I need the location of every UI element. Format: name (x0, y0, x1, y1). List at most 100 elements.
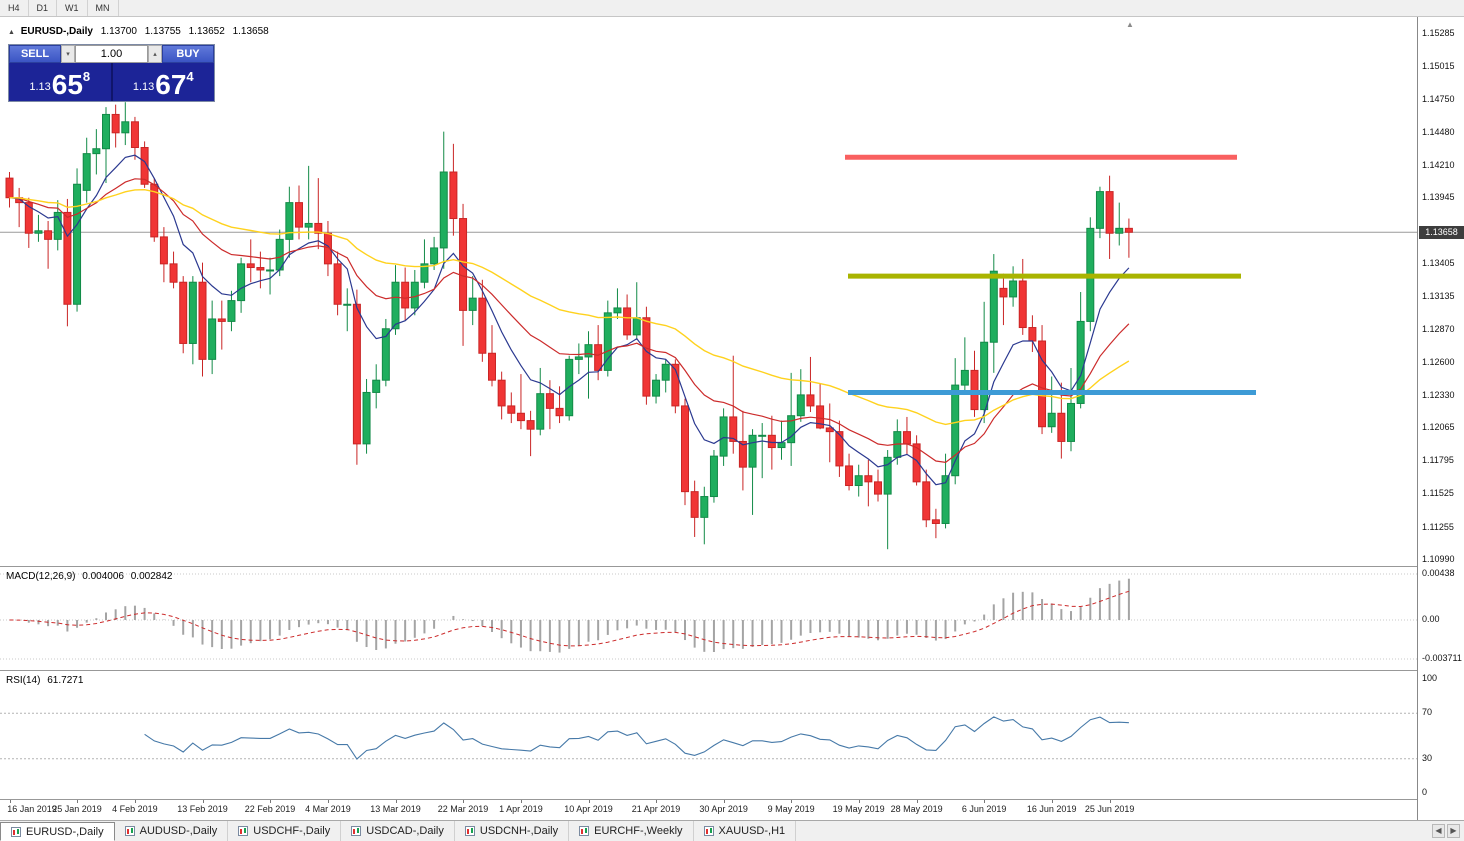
price-scale-label: 1.15015 (1422, 61, 1455, 72)
buy-price-display[interactable]: 1.13 67 4 (113, 63, 215, 101)
time-axis-tick (1051, 800, 1053, 803)
price-scale-label: 1.13405 (1422, 258, 1455, 269)
macd-indicator-panel[interactable]: MACD(12,26,9) 0.004006 0.002842 (0, 566, 1417, 670)
timeframe-button-mn[interactable]: MN (88, 0, 119, 16)
macd-scale-label: 0.00438 (1422, 568, 1455, 578)
time-axis-tick (723, 800, 725, 803)
tab-scroll-controls: ◀ ▶ (1432, 821, 1464, 841)
tab-label: AUDUSD-,Daily (139, 825, 218, 837)
price-scale-label: 1.11255 (1422, 521, 1454, 532)
collapse-panel-icon[interactable]: ▲ (8, 29, 15, 36)
timeframe-button-w1[interactable]: W1 (57, 0, 88, 16)
volume-increment-button[interactable]: ▴ (148, 45, 162, 63)
time-axis-label: 9 May 2019 (767, 804, 815, 814)
chart-tab-usdcnh[interactable]: USDCNH-,Daily (455, 821, 570, 841)
tab-scroll-left-button[interactable]: ◀ (1432, 824, 1445, 838)
tab-scroll-right-button[interactable]: ▶ (1447, 824, 1460, 838)
sell-button[interactable]: SELL (9, 45, 61, 63)
ohlc-low: 1.13652 (188, 26, 225, 37)
time-axis-tick (791, 800, 793, 803)
chart-tab-usdcad[interactable]: USDCAD-,Daily (341, 821, 455, 841)
chart-tab-usdchf[interactable]: USDCHF-,Daily (228, 821, 342, 841)
time-axis-tick (77, 800, 79, 803)
chart-tab-xauusd[interactable]: XAUUSD-,H1 (694, 821, 797, 841)
time-axis-label: 22 Feb 2019 (244, 804, 296, 814)
buy-button[interactable]: BUY (162, 45, 214, 63)
tab-chart-icon (11, 826, 21, 837)
rsi-value: 61.7271 (47, 675, 84, 686)
tab-chart-icon (703, 826, 714, 836)
rsi-label: RSI(14) 61.7271 (6, 675, 87, 686)
time-axis-tick (395, 800, 397, 803)
time-axis-label: 22 Mar 2019 (437, 804, 489, 814)
ohlc-high: 1.13755 (144, 26, 181, 37)
time-axis-label: 28 May 2019 (890, 804, 943, 814)
tab-chart-icon (124, 826, 135, 836)
timeframe-button-d1[interactable]: D1 (29, 0, 58, 16)
time-axis-tick (520, 800, 522, 803)
time-axis-label: 13 Mar 2019 (370, 804, 421, 814)
time-axis-label: 21 Apr 2019 (631, 804, 681, 814)
ohlc-open: 1.13700 (100, 26, 137, 37)
price-scale-label: 1.15285 (1422, 28, 1455, 38)
rsi-scale-label: 100 (1422, 673, 1438, 683)
time-axis-label: 25 Jun 2019 (1084, 804, 1135, 814)
time-axis-label: 13 Feb 2019 (177, 804, 228, 814)
time-axis-label: 10 Apr 2019 (564, 804, 613, 814)
candlestick-chart[interactable] (0, 17, 1417, 566)
price-chart-area[interactable]: ▲ EURUSD-,Daily 1.13700 1.13755 1.13652 … (0, 17, 1417, 566)
chart-tabs-bar: EURUSD-,Daily AUDUSD-,Daily USDCHF-,Daily U… (0, 820, 1464, 841)
time-axis-tick (588, 800, 590, 803)
time-axis-tick (916, 800, 918, 803)
timeframe-button-h4[interactable]: H4 (0, 0, 29, 16)
rsi-scale-label: 30 (1422, 752, 1433, 763)
tab-label: USDCNH-,Daily (479, 825, 559, 837)
chart-tab-eurchf[interactable]: EURCHF-,Weekly (569, 821, 694, 841)
tab-label: EURUSD-,Daily (26, 825, 104, 838)
price-scale-label: 1.12600 (1422, 356, 1455, 367)
time-axis-tick (134, 800, 136, 803)
time-axis-label: 16 Jun 2019 (1026, 804, 1077, 814)
macd-name: MACD(12,26,9) (6, 571, 76, 582)
price-scale-label: 1.12065 (1422, 422, 1455, 433)
time-axis[interactable]: 16 Jan 2019 25 Jan 2019 4 Feb 2019 13 Feb 2… (0, 799, 1417, 820)
chart-shift-marker-icon[interactable]: ▲ (1126, 20, 1134, 29)
time-axis-label: 6 Jun 2019 (961, 804, 1007, 814)
macd-scale-label: -0.003711 (1422, 652, 1462, 663)
price-scale-label: 1.10990 (1422, 554, 1455, 564)
time-axis-tick (270, 800, 272, 803)
time-axis-tick (202, 800, 204, 803)
price-scale-label: 1.14750 (1422, 93, 1455, 104)
buy-price-point: 4 (186, 69, 194, 84)
macd-plot[interactable] (0, 567, 1417, 670)
rsi-indicator-panel[interactable]: RSI(14) 61.7271 (0, 670, 1417, 799)
rsi-plot[interactable] (0, 671, 1417, 799)
rsi-scale-label: 0 (1422, 787, 1428, 797)
tab-chart-icon (579, 826, 590, 836)
macd-label: MACD(12,26,9) 0.004006 0.002842 (6, 571, 176, 582)
time-axis-label: 16 Jan 2019 (7, 804, 57, 814)
chart-tab-audusd[interactable]: AUDUSD-,Daily (115, 821, 229, 841)
one-click-trading-panel: SELL ▾ ▴ BUY 1.13 65 8 1.13 67 4 (8, 44, 215, 102)
price-scale-label: 1.11525 (1422, 488, 1454, 499)
price-display-divider (110, 63, 113, 101)
chart-tab-eurusd[interactable]: EURUSD-,Daily (0, 822, 115, 841)
price-scale-label: 1.12330 (1422, 389, 1455, 400)
time-axis-tick (327, 800, 329, 803)
volume-decrement-button[interactable]: ▾ (61, 45, 75, 63)
tab-chart-icon (238, 826, 249, 836)
price-scale-label: 1.13945 (1422, 192, 1455, 203)
buy-price-prefix: 1.13 (132, 81, 155, 93)
ohlc-close: 1.13658 (232, 26, 269, 37)
sell-price-pips: 65 (51, 69, 83, 101)
time-axis-label: 19 May 2019 (832, 804, 885, 814)
macd-scale-label: 0.00 (1422, 614, 1440, 624)
sell-price-display[interactable]: 1.13 65 8 (9, 63, 111, 101)
price-scale[interactable]: 1.13658 1.15285 1.15015 1.14750 1.14480 1.14… (1417, 17, 1464, 820)
price-scale-label: 1.11795 (1422, 455, 1454, 466)
volume-input[interactable] (75, 45, 148, 63)
time-axis-label: 4 Feb 2019 (112, 804, 158, 814)
time-axis-tick (9, 800, 11, 803)
time-axis-label: 1 Apr 2019 (499, 804, 543, 814)
